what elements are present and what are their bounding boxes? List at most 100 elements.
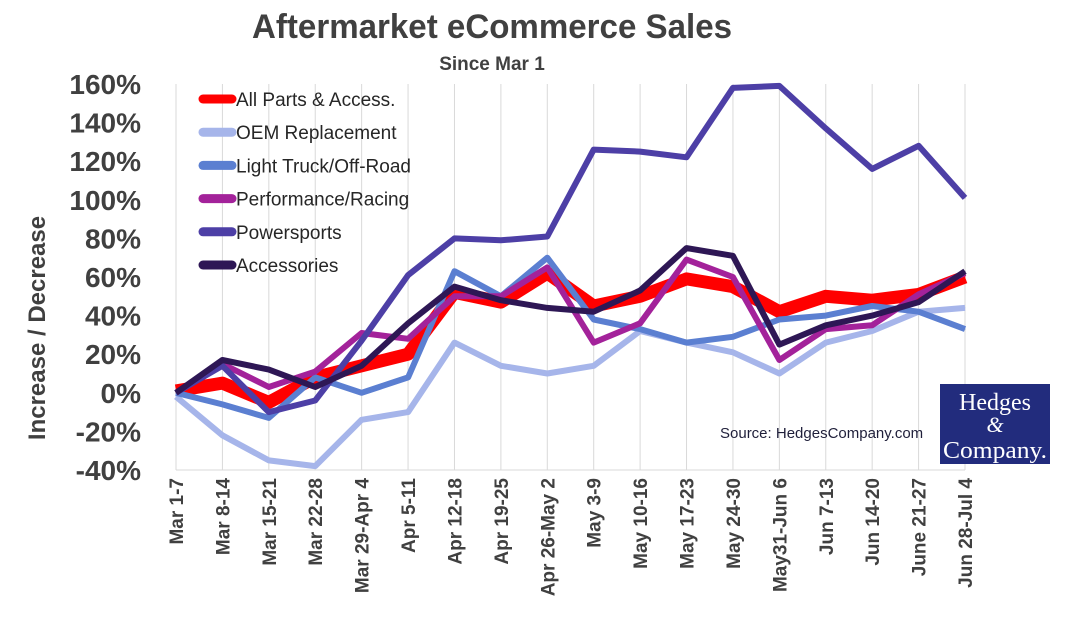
- legend-label: Light Truck/Off-Road: [236, 156, 411, 177]
- data-point: [964, 328, 966, 330]
- data-point: [639, 322, 641, 324]
- data-point: [454, 291, 455, 293]
- legend-item: Powersports: [198, 223, 342, 244]
- data-point: [175, 392, 177, 394]
- legend-item: OEM Replacement: [198, 123, 397, 144]
- data-point: [732, 255, 734, 257]
- data-point: [686, 156, 687, 158]
- data-point: [639, 295, 641, 297]
- data-point: [732, 351, 734, 353]
- data-point: [593, 149, 595, 151]
- legend-label: All Parts & Access.: [236, 90, 395, 111]
- data-point: [825, 295, 827, 297]
- y-axis-label: Increase / Decrease: [24, 216, 51, 440]
- data-point: [500, 365, 502, 367]
- data-point: [639, 290, 641, 291]
- data-point: [454, 270, 455, 272]
- data-point: [314, 465, 316, 467]
- x-tick-label: Jun 28-Jul 4: [956, 478, 977, 588]
- y-tick-label: 60%: [85, 262, 141, 293]
- data-point: [871, 299, 873, 301]
- data-point: [454, 295, 455, 297]
- data-point: [778, 344, 780, 346]
- data-point: [314, 400, 316, 401]
- series-lines: [174, 82, 968, 470]
- x-tick-label: Jun 7-13: [817, 478, 838, 555]
- data-point: [686, 259, 687, 261]
- chart-title: Aftermarket eCommerce Sales: [252, 8, 732, 46]
- data-point: [361, 340, 363, 342]
- data-point: [314, 376, 316, 378]
- series-line: [174, 256, 967, 396]
- data-point: [686, 247, 687, 249]
- hedges-logo: Hedges & Company.: [940, 384, 1050, 464]
- data-point: [268, 417, 270, 419]
- data-point: [407, 338, 409, 340]
- data-point: [825, 324, 827, 326]
- legend-label: Performance/Racing: [236, 190, 409, 211]
- data-point: [964, 276, 966, 278]
- x-tick-label: May 17-23: [678, 478, 699, 569]
- data-point: [407, 376, 409, 378]
- series-line: [174, 245, 967, 396]
- logo-line-1: Hedges: [959, 390, 1031, 416]
- data-point: [778, 319, 780, 320]
- data-point: [221, 365, 223, 367]
- x-tick-label: Mar 8-14: [213, 478, 234, 556]
- data-point: [593, 365, 595, 367]
- legend-label: Accessories: [236, 256, 338, 277]
- y-tick-label: 80%: [85, 223, 141, 254]
- data-point: [500, 239, 502, 241]
- data-point: [314, 386, 316, 388]
- data-point: [871, 330, 873, 332]
- data-point: [732, 336, 734, 338]
- data-point: [593, 319, 595, 320]
- x-tick-label: Mar 29-Apr 4: [353, 478, 374, 594]
- data-point: [778, 311, 780, 313]
- data-point: [825, 342, 827, 344]
- chart-subtitle: Since Mar 1: [439, 54, 545, 75]
- data-point: [175, 396, 177, 398]
- data-point: [778, 359, 780, 361]
- legend-item: All Parts & Access.: [198, 90, 395, 111]
- data-point: [964, 307, 966, 309]
- data-point: [268, 401, 270, 403]
- legend-item: Light Truck/Off-Road: [198, 156, 411, 177]
- data-point: [871, 305, 873, 307]
- data-point: [732, 286, 734, 288]
- data-point: [407, 353, 409, 355]
- data-point: [732, 276, 734, 278]
- y-tick-label: 140%: [69, 108, 141, 139]
- data-point: [593, 311, 595, 313]
- data-point: [221, 382, 223, 384]
- data-point: [268, 459, 270, 461]
- data-point: [500, 299, 502, 301]
- data-point: [871, 315, 873, 317]
- data-point: [964, 270, 966, 272]
- data-point: [500, 295, 502, 297]
- y-tick-label: 20%: [85, 339, 141, 370]
- data-point: [454, 237, 455, 239]
- y-tick-label: 40%: [85, 301, 141, 332]
- data-point: [918, 145, 920, 147]
- data-point: [686, 278, 687, 280]
- data-point: [361, 365, 363, 367]
- data-point: [732, 87, 734, 89]
- data-point: [686, 342, 687, 344]
- y-tick-label: 100%: [69, 185, 141, 216]
- x-tick-label: May 24-30: [724, 478, 745, 569]
- data-point: [593, 305, 595, 307]
- x-tick-label: Apr 26-May 2: [538, 478, 559, 596]
- x-tick-label: May 3-9: [585, 478, 606, 548]
- series-line: [174, 82, 968, 416]
- series-performance-racing: [174, 256, 967, 396]
- data-point: [593, 342, 595, 344]
- data-point: [964, 197, 966, 199]
- y-tick-label: 0%: [101, 378, 142, 409]
- x-tick-labels: Mar 1-7 Mar 8-14 Mar 15-21 Mar 22-28 Mar 29-…: [167, 478, 977, 597]
- y-tick-label: 160%: [69, 69, 141, 100]
- data-point: [546, 236, 548, 237]
- data-point: [407, 411, 409, 413]
- legend: All Parts & Access. OEM Replacement Light …: [198, 90, 411, 277]
- data-point: [918, 311, 920, 313]
